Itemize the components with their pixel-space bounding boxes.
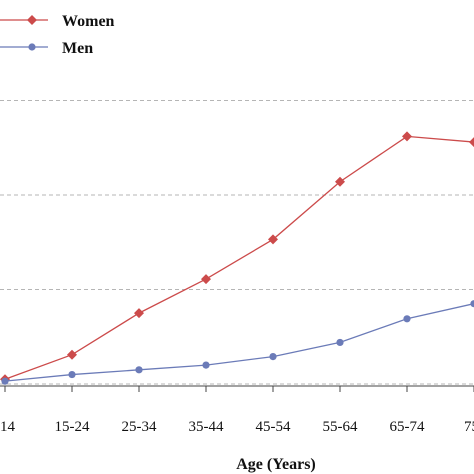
data-point-women	[469, 137, 474, 148]
x-tick-label: 15-24	[55, 419, 90, 435]
legend-marker-women	[27, 15, 37, 25]
series-lines	[0, 131, 474, 385]
x-tick-label: 65-74	[390, 419, 425, 435]
data-point-women	[335, 176, 345, 187]
legend-label-women: Women	[62, 13, 115, 30]
x-tick-label: 75-	[464, 419, 474, 435]
x-axis-title: Age (Years)	[236, 456, 316, 473]
data-point-men	[269, 352, 277, 361]
legend-marker-men	[28, 43, 36, 51]
data-point-men	[1, 377, 9, 385]
x-tick-label: 45-54	[256, 419, 291, 435]
series-line-men	[4, 303, 474, 382]
data-point-men	[336, 338, 344, 347]
gridlines	[0, 100, 474, 385]
x-axis: -14 15-24 25-34 35-44 45-54 55-64 65-74 75-	[0, 385, 474, 435]
data-point-women	[201, 274, 211, 285]
legend-label-men: Men	[62, 40, 93, 57]
series-line-women	[4, 135, 474, 380]
data-point-men	[68, 370, 76, 379]
legend: Women Men	[0, 13, 115, 57]
data-point-men	[403, 315, 411, 323]
x-tick-label: 55-64	[323, 419, 358, 435]
data-point-women	[67, 349, 77, 360]
data-point-women	[134, 308, 144, 319]
data-point-men	[135, 366, 143, 374]
x-tick-label: -14	[0, 419, 15, 435]
data-point-women	[268, 234, 278, 245]
data-point-men	[202, 361, 210, 369]
data-point-men	[470, 300, 474, 308]
data-point-women	[402, 131, 412, 142]
x-tick-label: 25-34	[122, 419, 157, 435]
x-tick-label: 35-44	[189, 419, 224, 435]
